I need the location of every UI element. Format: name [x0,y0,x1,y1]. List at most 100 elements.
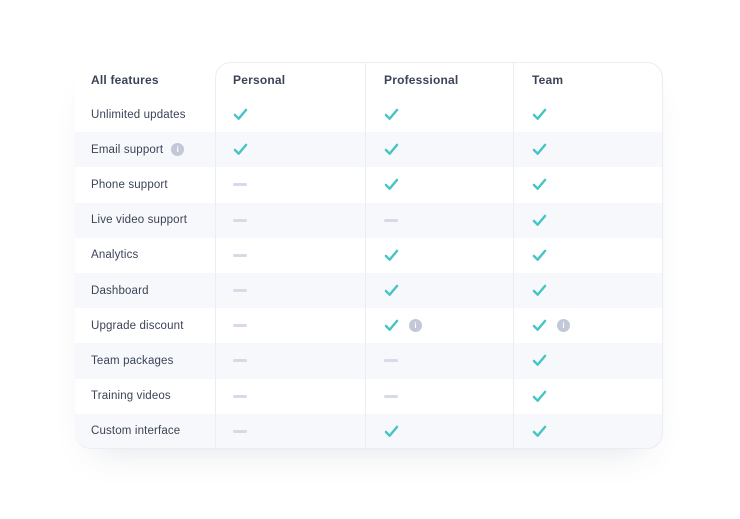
plan-column-header-professional: Professional [365,62,513,97]
feature-cell: Upgrade discount [75,308,215,343]
check-icon [384,319,399,332]
feature-label: Unlimited updates [91,108,186,121]
feature-cell: Training videos [75,379,215,414]
feature-label: Email support [91,143,164,156]
plan-cell-professional [365,343,513,379]
plan-cell-team [513,97,663,133]
table: All features Personal Professional Team … [75,62,663,449]
dash-icon [233,253,247,257]
plan-cell-professional [365,237,513,273]
check-icon [532,108,547,121]
plan-cell-professional [365,167,513,203]
plan-cell-team [513,132,663,168]
feature-cell: Analytics [75,238,215,273]
table-row: Unlimited updates [75,97,663,133]
table-header-row: All features Personal Professional Team [75,62,663,97]
plan-cell-professional [365,202,513,238]
plan-cell-personal [215,273,365,308]
feature-cell: Live video support [75,203,215,238]
feature-comparison-table: All features Personal Professional Team … [75,62,663,449]
plan-cell-personal [215,97,365,132]
check-icon [532,178,547,191]
feature-cell: Dashboard [75,273,215,308]
dash-icon [233,359,247,363]
plan-cell-professional [365,97,513,133]
dash-icon [233,394,247,398]
plan-cell-personal [215,167,365,202]
check-icon [233,108,248,121]
feature-label: Upgrade discount [91,319,184,332]
dash-icon [233,183,247,187]
info-icon[interactable]: i [171,143,185,157]
plan-cell-team [513,202,663,238]
feature-label: Analytics [91,249,139,262]
check-icon [384,249,399,262]
plan-cell-team [513,378,663,414]
info-icon[interactable]: i [409,319,422,333]
table-row: Upgrade discount i i [75,308,663,344]
check-icon [384,108,399,121]
plan-column-header-team: Team [513,62,663,97]
feature-label: Team packages [91,354,174,367]
plan-cell-team [513,167,663,203]
plan-cell-team [513,237,663,273]
plan-cell-team [513,343,663,379]
feature-cell: Email support i [75,132,215,167]
plan-cell-personal [215,343,365,378]
plan-cell-team: i [513,308,663,344]
check-icon [233,143,248,156]
check-icon [532,143,547,156]
plan-cell-personal [215,132,365,167]
table-row: Live video support [75,202,663,238]
plan-cell-personal [215,308,365,343]
feature-label: Phone support [91,178,168,191]
check-icon [532,214,547,227]
feature-cell: Unlimited updates [75,97,215,132]
table-row: Dashboard [75,272,663,309]
plan-cell-team [513,272,663,309]
dash-icon [233,324,247,328]
check-icon [532,319,547,332]
check-icon [384,425,399,438]
table-row: Phone support [75,167,663,203]
feature-cell: Custom interface [75,414,215,449]
check-icon [532,354,547,367]
dash-icon [384,218,398,222]
dash-icon [233,218,247,222]
dash-icon [384,394,398,398]
plan-cell-professional: i [365,308,513,344]
feature-cell: Phone support [75,167,215,202]
plan-cell-professional [365,132,513,168]
check-icon [384,143,399,156]
feature-label: Training videos [91,390,171,403]
table-row: Analytics [75,237,663,273]
dash-icon [233,289,247,293]
plan-cell-professional [365,413,513,449]
plan-cell-professional [365,272,513,309]
table-row: Training videos [75,378,663,414]
feature-label: Dashboard [91,284,149,297]
plan-cell-personal [215,238,365,273]
table-row: Team packages [75,343,663,379]
plan-cell-team [513,413,663,449]
plan-cell-professional [365,378,513,414]
check-icon [532,284,547,297]
check-icon [384,178,399,191]
feature-label: Custom interface [91,425,181,438]
table-row: Custom interface [75,413,663,449]
dash-icon [233,429,247,433]
plan-cell-personal [215,203,365,238]
check-icon [532,390,547,403]
info-icon[interactable]: i [557,319,570,333]
check-icon [532,425,547,438]
feature-cell: Team packages [75,343,215,378]
features-column-header: All features [91,72,159,87]
table-row: Email support i [75,132,663,168]
feature-label: Live video support [91,214,188,227]
check-icon [532,249,547,262]
plan-cell-personal [215,379,365,414]
dash-icon [384,359,398,363]
plan-column-header-personal: Personal [233,72,286,87]
feature-comparison-card: All features Personal Professional Team … [75,62,663,449]
